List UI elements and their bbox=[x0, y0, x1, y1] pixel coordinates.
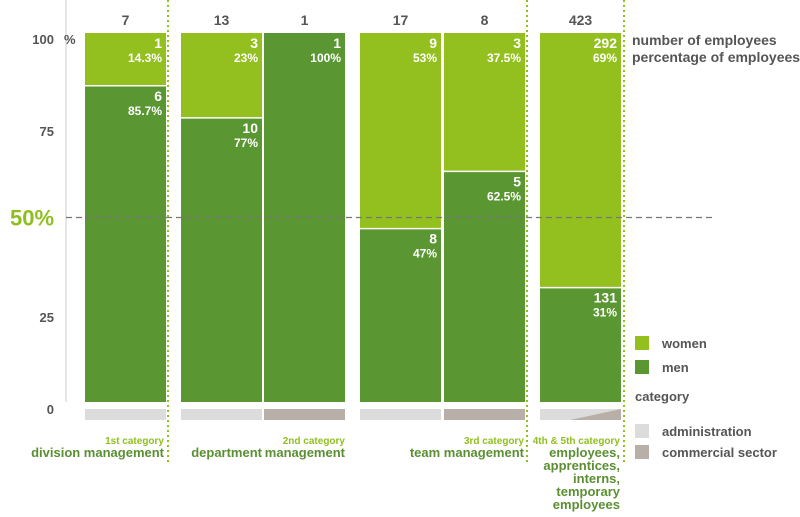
men-pct-5: 31% bbox=[593, 306, 617, 320]
women-pct-3: 53% bbox=[413, 51, 437, 65]
y-unit-label: % bbox=[64, 32, 76, 47]
group-big-2a: department bbox=[191, 445, 262, 460]
labels-layer: 7114.3%685.7%13323%1077%11100%17953%847%… bbox=[10, 12, 621, 512]
women-count-4: 3 bbox=[513, 35, 521, 51]
total-label-3: 17 bbox=[393, 12, 409, 28]
bar-women-1 bbox=[181, 33, 262, 118]
total-label-0: 7 bbox=[122, 12, 130, 28]
women-pct-4: 37.5% bbox=[487, 51, 521, 65]
bar-women-4 bbox=[444, 33, 525, 172]
legend-swatch-commercial bbox=[635, 445, 649, 459]
total-label-5: 423 bbox=[569, 12, 593, 28]
group-big-4-line-2: interns, bbox=[573, 471, 620, 486]
category-strip-2 bbox=[264, 409, 345, 420]
group-small-2: 2nd category bbox=[283, 436, 346, 447]
men-pct-3: 47% bbox=[413, 247, 437, 261]
legend-swatch-women bbox=[635, 336, 649, 350]
bar-men-4 bbox=[444, 171, 525, 402]
bar-women-3 bbox=[360, 33, 441, 229]
men-count-3: 8 bbox=[429, 231, 437, 247]
bar-men-3 bbox=[360, 228, 441, 402]
bar-men-0 bbox=[85, 85, 166, 402]
category-strip-commercial-5 bbox=[570, 409, 621, 420]
category-strip-0 bbox=[85, 409, 166, 420]
women-count-1: 3 bbox=[250, 35, 258, 51]
men-count-1: 10 bbox=[242, 120, 258, 136]
group-big-4-line-0: employees, bbox=[549, 445, 620, 460]
group-big-3: team management bbox=[410, 445, 525, 460]
group-small-3: 3rd category bbox=[464, 436, 524, 447]
legend-swatch-administration bbox=[635, 424, 649, 438]
men-pct-0: 85.7% bbox=[128, 104, 162, 118]
women-count-5: 292 bbox=[594, 35, 618, 51]
total-label-1: 13 bbox=[214, 12, 230, 28]
group-big-4-line-3: temporary bbox=[556, 484, 620, 499]
legend-label-men: men bbox=[662, 360, 689, 375]
legend-category-title: category bbox=[635, 389, 690, 404]
bar-men-1 bbox=[181, 117, 262, 403]
bar-men-5 bbox=[540, 287, 621, 402]
reference-line-label: 50% bbox=[10, 206, 54, 231]
legend-swatch-men bbox=[635, 360, 649, 374]
men-count-5: 131 bbox=[594, 290, 618, 306]
axis-layer: 0 25 75 100% bbox=[32, 0, 76, 417]
women-count-3: 9 bbox=[429, 35, 437, 51]
legend-header-count: number of employees bbox=[632, 32, 777, 48]
men-pct-2: 100% bbox=[310, 51, 341, 65]
y-tick-label-75: 75 bbox=[40, 124, 54, 139]
men-pct-1: 77% bbox=[234, 136, 258, 150]
category-strip-5 bbox=[540, 409, 621, 420]
bars-layer bbox=[85, 33, 621, 420]
women-pct-0: 14.3% bbox=[128, 51, 162, 65]
men-count-0: 6 bbox=[154, 88, 162, 104]
men-count-2: 1 bbox=[333, 35, 341, 51]
y-tick-label-25: 25 bbox=[40, 310, 54, 325]
legend-label-administration: administration bbox=[662, 424, 752, 439]
group-small-4: 4th & 5th category bbox=[533, 436, 621, 447]
legend-label-commercial: commercial sector bbox=[662, 445, 777, 460]
legend-label-women: women bbox=[661, 336, 707, 351]
category-strip-3 bbox=[360, 409, 441, 420]
bar-women-5 bbox=[540, 33, 621, 288]
group-big-2b: management bbox=[265, 445, 346, 460]
men-pct-4: 62.5% bbox=[487, 189, 521, 203]
guides-layer bbox=[66, 0, 715, 462]
group-big-1: division management bbox=[31, 445, 165, 460]
group-big-4-line-4: employees bbox=[553, 497, 620, 512]
total-label-4: 8 bbox=[481, 12, 489, 28]
legend-header-percentage: percentage of employees bbox=[632, 49, 800, 65]
men-count-4: 5 bbox=[513, 173, 521, 189]
category-strip-1 bbox=[181, 409, 262, 420]
y-tick-label-100: 100 bbox=[32, 32, 54, 47]
category-strip-4 bbox=[444, 409, 525, 420]
women-pct-1: 23% bbox=[234, 51, 258, 65]
women-pct-5: 69% bbox=[593, 51, 617, 65]
women-count-0: 1 bbox=[154, 35, 162, 51]
y-tick-label-0: 0 bbox=[47, 402, 54, 417]
group-small-1: 1st category bbox=[105, 436, 164, 447]
bar-women-0 bbox=[85, 33, 166, 86]
group-big-4-line-1: apprentices, bbox=[543, 458, 620, 473]
total-label-2: 1 bbox=[301, 12, 309, 28]
